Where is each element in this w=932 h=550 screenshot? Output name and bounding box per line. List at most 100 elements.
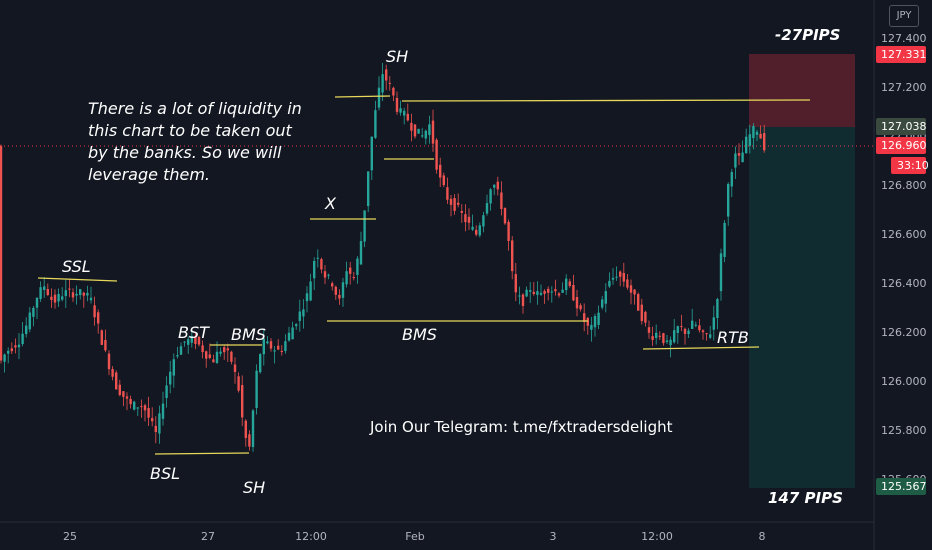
candle-body [615,276,618,278]
rtb-line[interactable] [642,346,760,350]
candle-body [701,330,705,333]
candle-body [640,304,643,321]
candle-body [611,277,615,280]
candle-body [316,257,319,259]
candle-body [190,335,193,343]
candle-body [712,317,715,330]
candle-body [122,391,125,397]
candle-body [467,216,471,223]
bsl-line[interactable] [154,452,250,455]
candle-body [262,338,265,355]
candle-series [0,63,766,452]
candle-body [392,87,395,96]
candle-body [82,292,85,296]
candle-body [561,289,564,293]
candle-body [226,348,229,351]
candle-body [388,82,391,84]
time-axis[interactable]: 25 27 12:00 Feb 3 12:00 8 [63,530,766,543]
take-profit-zone[interactable] [749,127,855,488]
candle-body [176,355,179,357]
candle-body [608,280,611,287]
candle-body [457,202,460,205]
tag-stop-loss-text: 127.331 [881,48,927,61]
candle-body [395,97,399,112]
candle-body [298,311,301,321]
candle-body [521,294,525,306]
liquidity-line[interactable] [401,99,811,102]
candle-body [413,124,417,137]
candle-body [25,325,28,334]
candle-body [673,330,676,343]
candle-body [251,410,255,448]
pips-bottom-label: 147 PIPS [768,489,843,507]
candle-body [327,274,330,276]
candle-body [17,344,21,348]
candle-body [565,278,568,291]
candle-body [79,289,82,296]
candle-body [313,260,316,279]
price-tags: 127.331 127.038 126.960 33:10 125.567 [876,46,929,495]
candle-body [370,136,373,171]
time-tick-label: 12:00 [295,530,327,543]
candle-body [287,332,291,341]
bsl-label: BSL [150,464,180,483]
candle-body [514,274,517,293]
candle-body [302,309,305,317]
candle-body [35,297,39,308]
candle-body [136,407,139,409]
candle-body [568,281,571,286]
price-tick-label: 127.400 [881,32,927,45]
price-tick-label: 126.400 [881,277,927,290]
candle-body [583,313,586,322]
candle-body [637,294,640,311]
sh-top-line[interactable] [334,95,391,98]
candle-body [647,327,651,333]
candle-body [532,291,535,295]
candle-body [280,350,283,352]
note-line-2: this chart to be taken out [88,121,293,140]
candle-body [14,345,17,348]
candle-body [111,369,114,377]
sh-bottom-label: SH [243,478,265,497]
candle-body [151,418,154,422]
candle-body [53,294,57,303]
candle-body [449,198,453,205]
candle-body [147,407,150,418]
candle-body [633,289,636,295]
stop-loss-zone[interactable] [749,54,855,127]
time-tick-label: 12:00 [641,530,673,543]
candle-body [187,339,190,345]
candle-body [89,297,93,301]
candle-body [622,272,625,282]
candle-body [601,299,604,308]
candle-body [259,354,262,373]
candle-body [273,350,276,352]
candle-body [201,345,204,353]
currency-badge[interactable]: JPY [889,5,919,27]
candle-body [572,284,575,301]
tag-countdown-text: 33:10 [897,159,929,172]
candle-body [219,351,222,354]
candle-body [183,341,186,343]
candle-body [403,110,406,116]
candle-body [75,293,78,296]
price-axis[interactable]: 127.400127.200127.000126.800126.600126.4… [881,32,927,486]
candle-body [471,226,474,230]
candle-body [385,69,388,81]
candle-body [93,305,96,318]
price-tick-label: 126.000 [881,375,927,388]
candle-body [446,187,449,200]
candle-body [140,406,143,408]
candle-body [381,74,384,93]
candle-body [107,353,111,370]
candle-body [629,285,633,293]
candle-body [424,130,427,139]
candle-body [680,326,683,328]
ssl-line[interactable] [37,277,118,282]
candle-body [579,305,582,310]
candle-body [399,108,402,113]
bms-mid-label: BMS [402,325,437,344]
candle-body [50,296,53,301]
candle-body [694,324,697,326]
